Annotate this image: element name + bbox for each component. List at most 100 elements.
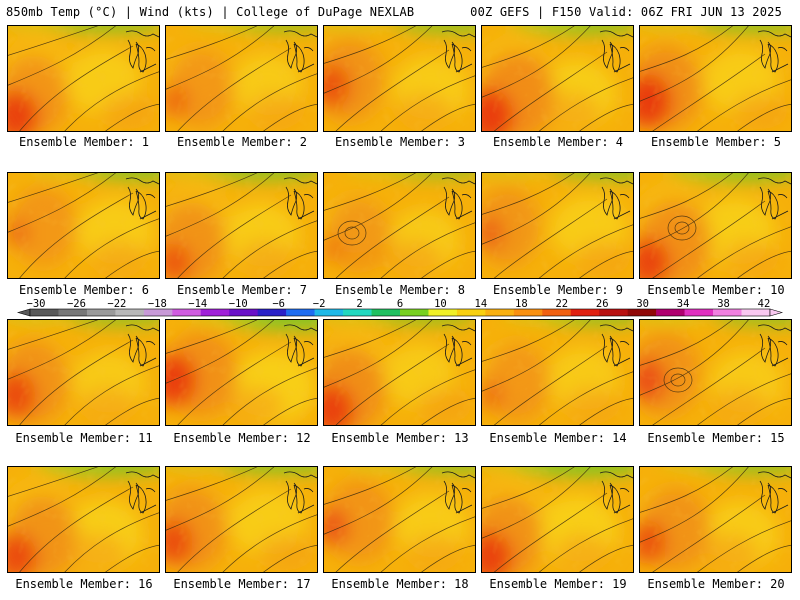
colorbar-segment xyxy=(400,309,429,316)
temperature-map xyxy=(482,26,633,131)
colorbar-segment xyxy=(86,309,116,316)
ensemble-member-panel xyxy=(165,466,318,573)
ensemble-member-panel xyxy=(639,466,792,573)
ensemble-member-panel xyxy=(639,172,792,279)
temperature-colorbar xyxy=(16,308,784,317)
ensemble-member-caption: Ensemble Member: 12 xyxy=(173,431,311,445)
colorbar-segment xyxy=(713,309,742,316)
ensemble-member-panel xyxy=(165,25,318,132)
ensemble-member-caption: Ensemble Member: 20 xyxy=(647,577,785,591)
colorbar-tick-label: 34 xyxy=(676,298,690,310)
ensemble-member-panel xyxy=(323,319,476,426)
ensemble-member-panel xyxy=(7,25,160,132)
colorbar-segment xyxy=(684,309,714,316)
colorbar-tick-label: −26 xyxy=(66,298,86,310)
colorbar-segment xyxy=(456,309,486,316)
ensemble-member-panel xyxy=(481,466,634,573)
colorbar-segment xyxy=(172,309,202,316)
colorbar-segment xyxy=(343,309,372,316)
ensemble-member-panel xyxy=(323,172,476,279)
ensemble-member-caption: Ensemble Member: 6 xyxy=(18,283,150,297)
ensemble-member-caption: Ensemble Member: 4 xyxy=(492,135,624,149)
colorbar-tick-label: 38 xyxy=(717,298,730,310)
colorbar-tick-label: −14 xyxy=(188,298,208,310)
colorbar-tick-label: −2 xyxy=(312,298,326,310)
temperature-map xyxy=(640,320,791,425)
ensemble-member-caption: Ensemble Member: 18 xyxy=(331,577,469,591)
ensemble-member-caption: Ensemble Member: 13 xyxy=(331,431,469,445)
ensemble-member-caption: Ensemble Member: 17 xyxy=(173,577,311,591)
ensemble-member-caption: Ensemble Member: 3 xyxy=(334,135,466,149)
ensemble-member-caption: Ensemble Member: 9 xyxy=(492,283,624,297)
ensemble-member-panel xyxy=(165,172,318,279)
temperature-map xyxy=(8,173,159,278)
temperature-map xyxy=(640,467,791,572)
temperature-map xyxy=(166,320,317,425)
temperature-map xyxy=(166,173,317,278)
temperature-map xyxy=(324,320,475,425)
colorbar-high-arrow xyxy=(769,308,784,317)
colorbar-tick-label: 42 xyxy=(757,298,771,310)
colorbar-segment xyxy=(143,309,173,316)
colorbar-segment xyxy=(115,309,145,316)
temperature-map xyxy=(482,467,633,572)
colorbar-segment xyxy=(30,309,59,316)
temperature-map xyxy=(324,467,475,572)
colorbar-tick-label: −22 xyxy=(107,298,127,310)
header-run-info: 00Z GEFS | F150 Valid: 06Z FRI JUN 13 20… xyxy=(470,5,782,19)
colorbar-segment xyxy=(58,309,88,316)
colorbar-segment xyxy=(257,309,287,316)
colorbar-tick-label: 30 xyxy=(636,298,649,310)
ensemble-member-panel xyxy=(323,25,476,132)
colorbar-segment xyxy=(200,309,230,316)
colorbar-segment xyxy=(229,309,258,316)
temperature-map xyxy=(8,320,159,425)
colorbar-tick-label: 2 xyxy=(356,298,363,310)
colorbar-tick-label: 22 xyxy=(555,298,569,310)
colorbar-segment xyxy=(513,309,543,316)
colorbar-tick-label: 6 xyxy=(396,298,404,310)
ensemble-member-caption: Ensemble Member: 7 xyxy=(176,283,308,297)
colorbar-segment xyxy=(570,309,600,316)
colorbar-segment xyxy=(542,309,572,316)
ensemble-member-panel xyxy=(165,319,318,426)
temperature-map xyxy=(640,173,791,278)
colorbar-segment xyxy=(741,309,771,316)
ensemble-member-caption: Ensemble Member: 2 xyxy=(176,135,308,149)
temperature-map xyxy=(8,26,159,131)
header-title: 850mb Temp (°C) | Wind (kts) | College o… xyxy=(6,5,415,19)
colorbar-low-arrow xyxy=(16,308,31,317)
colorbar-tick-label: −30 xyxy=(26,298,46,310)
colorbar-tick-label: 26 xyxy=(595,298,609,310)
temperature-map xyxy=(324,26,475,131)
ensemble-member-panel xyxy=(639,319,792,426)
ensemble-member-panel xyxy=(639,25,792,132)
colorbar-segment xyxy=(314,309,344,316)
ensemble-member-caption: Ensemble Member: 1 xyxy=(18,135,150,149)
ensemble-member-panel xyxy=(481,319,634,426)
colorbar-segment xyxy=(371,309,401,316)
ensemble-member-caption: Ensemble Member: 15 xyxy=(647,431,785,445)
colorbar-segment xyxy=(428,309,458,316)
colorbar-segment xyxy=(599,309,628,316)
temperature-map xyxy=(166,467,317,572)
colorbar-segment xyxy=(485,309,515,316)
temperature-map xyxy=(166,26,317,131)
ensemble-member-caption: Ensemble Member: 8 xyxy=(334,283,466,297)
colorbar-segment xyxy=(286,309,315,316)
ensemble-member-panel xyxy=(323,466,476,573)
temperature-map xyxy=(324,173,475,278)
ensemble-member-caption: Ensemble Member: 14 xyxy=(489,431,627,445)
ensemble-member-caption: Ensemble Member: 16 xyxy=(15,577,153,591)
ensemble-member-panel xyxy=(7,466,160,573)
colorbar-tick-label: 18 xyxy=(515,298,528,310)
ensemble-member-caption: Ensemble Member: 11 xyxy=(15,431,153,445)
temperature-map xyxy=(8,467,159,572)
temperature-map xyxy=(640,26,791,131)
ensemble-member-panel xyxy=(481,172,634,279)
colorbar-tick-label: 10 xyxy=(434,298,447,310)
ensemble-member-panel xyxy=(7,172,160,279)
colorbar-tick-label: −6 xyxy=(272,298,285,310)
ensemble-member-caption: Ensemble Member: 19 xyxy=(489,577,627,591)
colorbar-tick-label: 14 xyxy=(474,298,488,310)
